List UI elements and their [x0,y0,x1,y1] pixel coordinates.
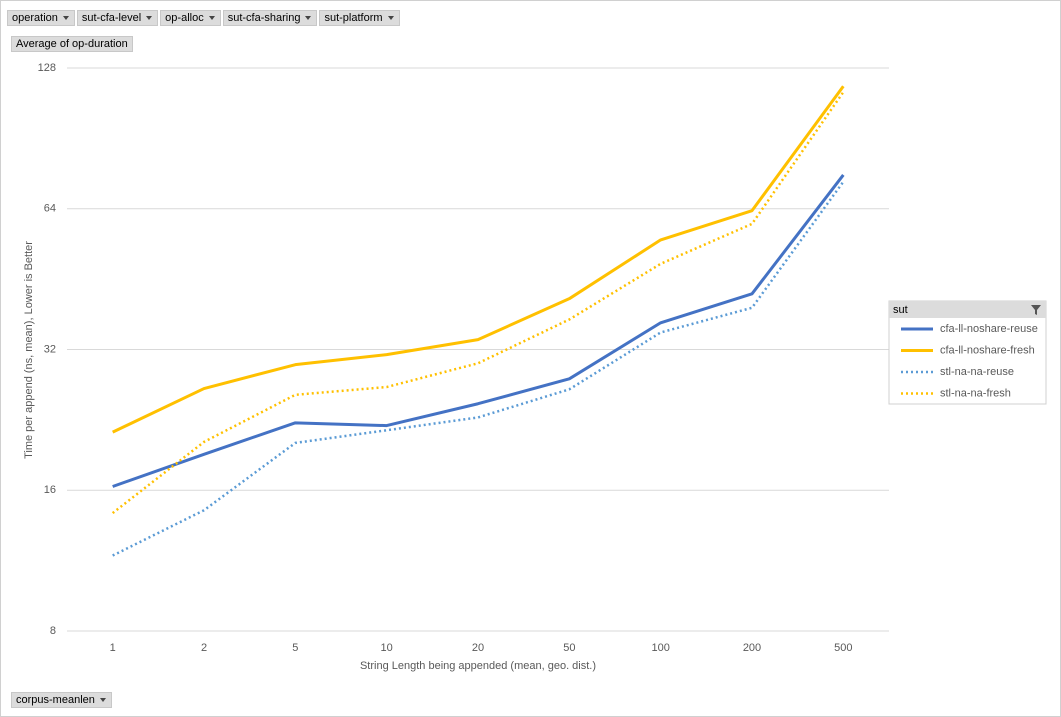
legend-label: cfa-ll-noshare-fresh [940,344,1035,356]
y-tick-label: 128 [38,62,56,74]
x-tick-label: 5 [292,642,298,654]
x-tick-label: 100 [651,642,669,654]
legend-label: cfa-ll-noshare-reuse [940,323,1038,335]
y-tick-label: 16 [44,484,56,496]
legend-label: stl-na-na-reuse [940,366,1014,378]
series-line [112,85,845,434]
filter-button[interactable]: sut-platform [319,10,400,26]
x-tick-label: 50 [563,642,575,654]
filter-button[interactable]: operation [7,10,75,26]
y-tick-label: 32 [44,343,56,355]
axis-field[interactable]: corpus-meanlen [11,692,112,708]
filter-button[interactable]: op-alloc [160,10,221,26]
legend-label: stl-na-na-fresh [940,387,1011,399]
y-axis-label: Time per append (ns, mean), Lower is Bet… [23,241,35,459]
filter-icon [1031,305,1041,315]
x-tick-label: 10 [381,642,393,654]
filter-button[interactable]: sut-cfa-level [76,10,159,26]
x-tick-label: 500 [834,642,852,654]
x-tick-label: 2 [201,642,207,654]
x-tick-label: 1 [110,642,116,654]
legend-header [889,301,1046,318]
series-line [111,91,845,515]
filter-button[interactable]: sut-cfa-sharing [222,10,318,26]
series-line [112,174,845,488]
y-tick-label: 8 [50,625,56,637]
x-tick-label: 200 [743,642,761,654]
y-tick-label: 64 [44,203,56,215]
x-axis-label: String Length being appended (mean, geo.… [360,660,596,672]
legend-box [888,300,1047,405]
legend-title: sut [893,304,908,316]
values-field[interactable]: Average of op-duration [11,36,133,52]
x-tick-label: 20 [472,642,484,654]
series-line [112,181,845,557]
